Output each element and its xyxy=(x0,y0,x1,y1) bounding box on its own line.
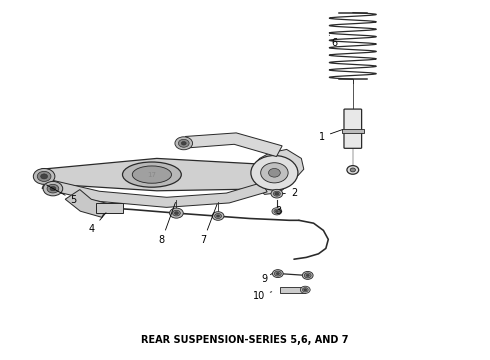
Circle shape xyxy=(274,209,280,213)
Circle shape xyxy=(300,286,310,293)
Text: 2: 2 xyxy=(283,188,297,198)
Circle shape xyxy=(347,166,359,174)
Circle shape xyxy=(41,174,48,179)
Circle shape xyxy=(350,168,355,172)
Text: 8: 8 xyxy=(159,202,175,246)
Text: REAR SUSPENSION-SERIES 5,6, AND 7: REAR SUSPENSION-SERIES 5,6, AND 7 xyxy=(141,335,349,345)
Text: 4: 4 xyxy=(89,213,106,234)
Text: 3: 3 xyxy=(275,206,282,216)
FancyBboxPatch shape xyxy=(344,109,362,148)
Circle shape xyxy=(269,168,280,177)
Circle shape xyxy=(274,271,281,276)
Text: 6: 6 xyxy=(329,35,338,48)
Circle shape xyxy=(181,141,186,145)
Circle shape xyxy=(215,213,221,219)
Circle shape xyxy=(304,273,311,278)
Text: 5: 5 xyxy=(47,185,76,205)
Circle shape xyxy=(251,156,298,190)
Circle shape xyxy=(302,288,308,292)
Text: 1: 1 xyxy=(319,130,343,142)
Polygon shape xyxy=(185,133,282,157)
Circle shape xyxy=(212,212,224,220)
Circle shape xyxy=(47,184,59,193)
Circle shape xyxy=(43,181,63,196)
Circle shape xyxy=(170,208,183,218)
Polygon shape xyxy=(42,158,274,191)
Circle shape xyxy=(174,212,178,215)
Circle shape xyxy=(261,163,288,183)
Polygon shape xyxy=(65,190,109,217)
Circle shape xyxy=(302,271,313,279)
Circle shape xyxy=(50,186,56,191)
Circle shape xyxy=(272,270,283,278)
Bar xyxy=(96,203,122,213)
Circle shape xyxy=(175,137,193,150)
Polygon shape xyxy=(250,149,304,194)
Ellipse shape xyxy=(122,162,181,187)
Circle shape xyxy=(271,189,283,198)
Circle shape xyxy=(37,171,51,181)
Circle shape xyxy=(272,208,282,215)
Circle shape xyxy=(33,168,55,184)
Circle shape xyxy=(306,274,309,276)
Circle shape xyxy=(217,215,220,217)
Circle shape xyxy=(273,191,280,196)
Circle shape xyxy=(172,210,180,216)
Circle shape xyxy=(304,289,307,291)
Bar xyxy=(342,129,364,133)
Circle shape xyxy=(178,139,189,147)
Ellipse shape xyxy=(132,166,172,183)
Circle shape xyxy=(275,210,278,212)
Text: 9: 9 xyxy=(262,274,272,284)
Text: 10: 10 xyxy=(253,291,272,301)
Bar xyxy=(280,287,305,293)
Text: 17: 17 xyxy=(147,172,156,177)
Polygon shape xyxy=(42,179,267,207)
Circle shape xyxy=(276,273,279,275)
Circle shape xyxy=(275,192,279,195)
Text: 7: 7 xyxy=(200,204,217,246)
